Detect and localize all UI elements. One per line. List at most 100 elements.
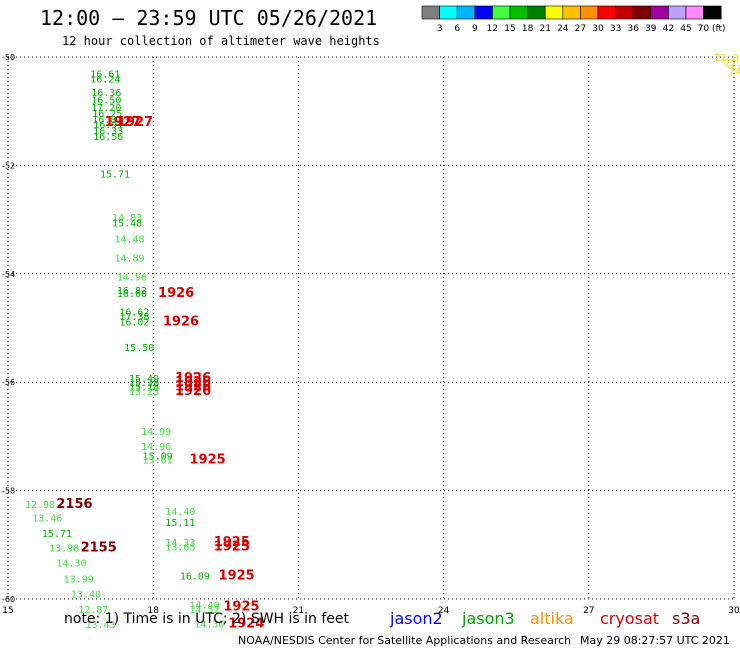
time-label: 1926 [175,380,211,395]
wave-height-label: 16.62 [119,308,149,319]
wave-height-label: 15.38 [129,378,159,389]
satellite-legend-item: cryosat [600,609,660,628]
time-label: 1926 [158,286,194,301]
colorbar-label: 70 (ft) [698,24,726,34]
wave-height-label: 14.33 [165,538,195,549]
colorbar-label: 15 [504,24,515,34]
wave-height-label: 14.30 [194,619,224,630]
colorbar-swatch [703,5,722,20]
grid-lines [7,56,735,600]
x-tick-label: 30 [728,606,740,616]
wave-height-label: 16.61 [90,69,120,80]
satellite-legend-item: jason2 [390,609,443,628]
y-tick-label: -52 [2,161,15,170]
colorbar-swatch [685,5,704,20]
wave-height-label: 22.04 [715,53,740,64]
wave-height-label: 13.46 [32,514,62,525]
satellite-legend-item: s3a [672,609,701,628]
x-tick-label: 21 [293,606,304,616]
colorbar-swatch [509,5,528,20]
wave-height-label: 13.23 [129,387,159,398]
wave-height-label: 24 [729,67,740,78]
colorbar-label: 42 [663,24,674,34]
y-tick-label: -54 [2,270,15,279]
wave-height-label: 16.24 [90,75,120,86]
colorbar-label: 33 [610,24,621,34]
axes: 15 18 21 24 27 30 -50 -52 -54 -56 -58 -60 [2,53,740,616]
footer-note: note: 1) Time is in UTC; 2) SWH is in fe… [64,611,350,627]
time-label: 1927 [105,115,141,130]
wave-height-label: 14.89 [114,254,144,265]
color-legend-bar: 3 6 9 12 15 18 21 24 27 30 33 36 39 42 45 70 (ft) [421,5,726,34]
colorbar-swatch [492,5,511,20]
colorbar-swatch [668,5,687,20]
timestamp: May 29 08:27:57 UTC 2021 [580,634,730,647]
time-label: 1924 [228,616,264,631]
time-label: 1925 [219,569,255,584]
credit-text: NOAA/NESDIS Center for Satellite Applica… [238,634,572,647]
wave-height-label: 14.83 [112,213,142,224]
wave-height-label: 12.87 [78,605,108,616]
time-label: 1926 [163,314,199,329]
time-label: 1926 [175,384,211,399]
colorbar-label: 45 [680,24,691,34]
wave-height-label: 16.36 [91,88,121,99]
wave-height-label: 22.2 [724,58,740,69]
wave-height-label: 13.40 [71,590,101,601]
wave-height-label: 15.09 [143,451,173,462]
time-label: 1926 [175,375,211,390]
wave-height-label: 16.56 [93,132,123,143]
colorbar-swatch [580,5,599,20]
chart-subtitle: 12 hour collection of altimeter wave hei… [62,34,380,48]
wave-height-label: 16.25 [92,109,122,120]
wave-height-label: 16.33 [93,127,123,138]
wave-height-label: 14.30 [56,559,86,570]
colorbar-label: 3 [437,24,443,34]
time-label: 1925 [190,453,226,468]
colorbar-label: 12 [487,24,498,34]
y-tick-label: -60 [2,595,15,604]
colorbar-label: 6 [454,24,460,34]
wave-height-label: 16.91 [93,120,123,131]
colorbar-label: 39 [645,24,657,34]
wave-height-label: 13.61 [143,456,173,467]
colorbar-swatch [474,5,493,20]
wave-height-label: 15.11 [165,518,195,529]
wave-height-label: 14.48 [114,235,144,246]
colorbar-label: 36 [627,24,639,34]
wave-height-label: 13.99 [64,574,94,585]
wave-height-label: 14.99 [141,427,171,438]
wave-height-label: 13.65 [165,542,195,553]
chart-title: 12:00 – 23:59 UTC 05/26/2021 [40,6,378,30]
time-label: 1926 [175,371,211,386]
colorbar-swatch [439,5,458,20]
colorbar-swatch [597,5,616,20]
time-label: 2155 [81,541,117,556]
x-tick-label: 27 [583,606,594,616]
wave-height-label: 15.48 [112,218,142,229]
satellite-legend-item: jason3 [462,609,515,628]
colorbar-swatch [650,5,669,20]
wave-height-label: 15.71 [100,170,130,181]
colorbar-swatch [615,5,634,20]
wave-height-label: 12.98 [25,500,55,511]
wave-height-label: 16.02 [119,317,149,328]
wave-height-label: 16.09 [180,572,210,583]
colorbar-label: 9 [472,24,478,34]
wave-height-label: 15.49 [129,374,159,385]
wave-height-label: 14.40 [190,600,220,611]
colorbar-label: 24 [557,24,569,34]
wave-height-label: 16.82 [117,286,147,297]
wave-height-label: 16.81 [92,115,122,126]
colorbar-label: 27 [575,24,586,34]
colorbar-swatch [456,5,476,20]
y-tick-label: -56 [2,378,15,387]
time-label: 1925 [223,600,259,615]
colorbar-swatch [632,5,652,20]
wave-height-label: 14.52 [190,605,220,616]
satellite-legend-item: altika [530,609,574,628]
wave-height-label: 16.50 [91,95,121,106]
colorbar-swatch [544,5,564,20]
wave-height-label: 14.40 [165,507,195,518]
